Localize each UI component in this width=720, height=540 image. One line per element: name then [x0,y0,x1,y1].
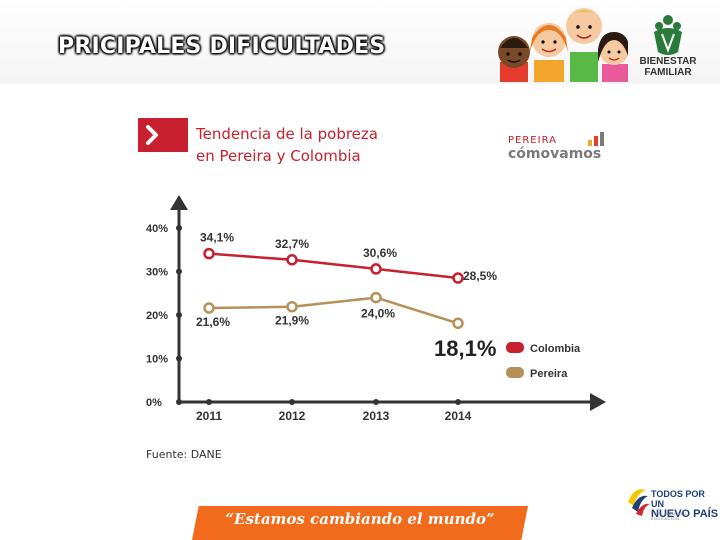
chevron-right-icon [146,125,158,145]
y-tick-mark [176,355,182,362]
x-tick-mark [206,399,212,405]
footer-band [192,506,528,540]
series-line-colombia [208,252,459,280]
slide-header: PRICIPALES DIFICULTADES BIENESTAR FAMILI… [0,0,720,90]
brand-name: BIENESTAR FAMILIAR [632,56,704,78]
x-tick-label: 2013 [363,409,390,423]
data-label: 21,6% [196,315,230,329]
legend-swatch-colombia [506,342,524,353]
brand-line1: BIENESTAR [639,56,697,67]
children-illustration [498,8,628,82]
y-tick-label: 40% [146,223,168,235]
data-point [452,317,464,330]
government-slogan: TODOS POR UN NUEVO PAÍS [651,489,720,520]
government-line1: TODOS POR UN [651,489,705,509]
data-label-highlight: 18,1% [434,336,496,361]
pereira-como-vamos-name: cómovamos [508,146,602,162]
y-tick-label: 20% [146,310,168,322]
todos-por-un-nuevo-pais-logo [628,489,650,516]
data-label: 24,0% [361,307,395,321]
data-point [370,263,382,275]
y-tick-label: 30% [146,267,168,279]
x-tick-label: 2011 [196,409,222,423]
data-point [203,247,215,260]
bar-chart-icon [588,132,604,146]
y-tick-mark [176,399,182,405]
slide-title: PRICIPALES DIFICULTADES [58,34,386,59]
government-line2: NUEVO PAÍS [651,508,719,520]
data-point [286,254,298,266]
y-tick-mark [176,268,182,275]
data-point [286,300,298,313]
government-subtitle: PAZ · EQUIDAD · EDUCACIÓN [651,511,691,521]
y-axis-arrow-icon [170,195,188,210]
x-tick-label: 2012 [279,409,306,423]
source-note: Fuente: DANE [146,448,222,461]
data-label: 21,9% [275,314,309,328]
pereira-como-vamos-city: PEREIRA [508,135,557,146]
series-line-pereira [208,296,459,325]
y-tick-mark [176,225,182,231]
x-tick-mark [373,399,379,405]
data-point [203,302,215,314]
data-label: 32,7% [275,237,309,251]
x-tick-mark [289,399,295,405]
data-point [452,272,464,284]
data-label: 30,6% [363,246,397,260]
x-tick-mark [455,399,461,405]
x-tick-label: 2014 [445,409,472,423]
slogan: “Estamos cambiando el mundo” [225,510,495,528]
y-tick-label: 10% [146,354,168,366]
data-label: 34,1% [200,231,234,245]
poverty-line-chart: 0% 10% 20% 30% 40% 2011 2012 2013 2014 34,1% 32,7%… [146,195,606,423]
brand-line2: FAMILIAR [644,67,692,78]
data-label: 28,5% [463,269,497,283]
section-tag [138,118,188,152]
y-tick-mark [176,312,182,318]
y-tick-label: 0% [146,397,162,409]
data-point [370,291,382,304]
legend-label: Pereira [530,368,568,380]
legend-label: Colombia [530,343,581,355]
x-axis-arrow-icon [590,393,606,411]
chart-title-line2: en Pereira y Colombia [196,147,361,165]
bienestar-familiar-logo [654,15,682,55]
legend-swatch-pereira [506,367,524,378]
chart-title: Tendencia de la pobreza en Pereira y Col… [196,123,378,167]
chart-title-line1: Tendencia de la pobreza [196,125,378,143]
